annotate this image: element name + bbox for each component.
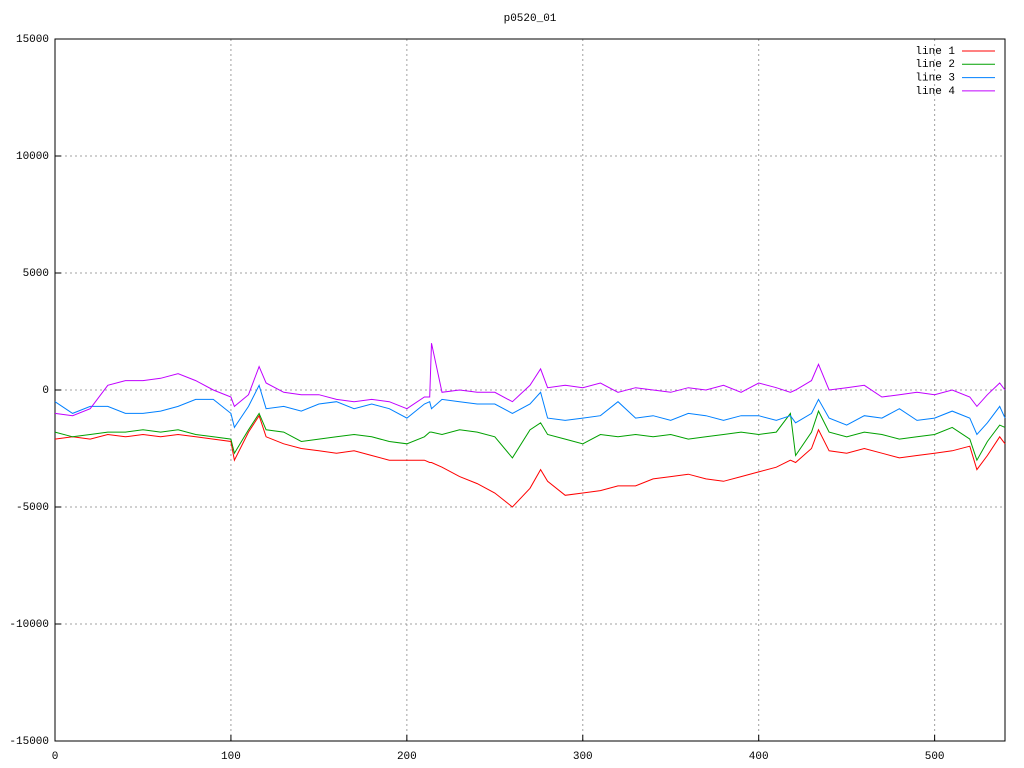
legend-label: line 2 <box>915 59 955 71</box>
y-tick-label: -10000 <box>9 619 49 631</box>
x-tick-label: 200 <box>397 751 417 763</box>
chart-title: p0520_01 <box>504 13 557 25</box>
y-tick-label: -15000 <box>9 736 49 748</box>
data-line <box>54 383 1006 436</box>
x-tick-label: 500 <box>925 751 945 763</box>
data-line <box>54 409 1006 462</box>
y-tick-label: 0 <box>42 385 49 397</box>
data-line <box>54 414 1006 508</box>
y-tick-label: 15000 <box>16 34 49 46</box>
legend-label: line 1 <box>915 46 955 58</box>
y-tick-label: -5000 <box>16 502 49 514</box>
x-tick-label: 400 <box>749 751 769 763</box>
x-tick-label: 300 <box>573 751 593 763</box>
legend-label: line 3 <box>915 73 955 85</box>
y-tick-label: 10000 <box>16 151 49 163</box>
x-tick-label: 0 <box>52 751 59 763</box>
legend-label: line 4 <box>915 86 955 98</box>
data-line <box>54 343 1006 417</box>
x-tick-label: 100 <box>221 751 241 763</box>
y-tick-label: 5000 <box>23 268 49 280</box>
